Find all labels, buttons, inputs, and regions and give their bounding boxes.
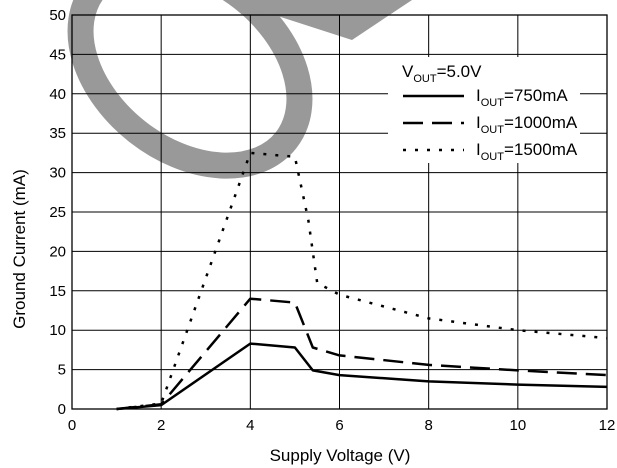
legend-label-sub-0: OUT — [481, 97, 505, 109]
y-tick-label-3: 15 — [49, 283, 66, 300]
legend-label-sub-2: OUT — [481, 151, 505, 163]
plot-frame — [71, 14, 608, 410]
legend-title-main: V — [402, 62, 414, 81]
x-axis-label: Supply Voltage (V) — [270, 446, 411, 465]
y-tick-label-10: 50 — [49, 7, 66, 24]
legend: VOUT=5.0V IOUT=750mAIOUT=1000mAIOUT=1500… — [388, 57, 580, 163]
y-tick-label-8: 40 — [49, 86, 66, 103]
legend-label-1: IOUT=1000mA — [476, 113, 578, 136]
x-tick-label-1: 2 — [157, 417, 165, 434]
legend-label-2: IOUT=1500mA — [476, 140, 578, 163]
legend-title: VOUT=5.0V — [402, 62, 482, 85]
y-tick-label-7: 35 — [49, 125, 66, 142]
legend-title-rest: =5.0V — [437, 62, 483, 81]
y-tick-label-1: 5 — [58, 362, 66, 379]
legend-label-main-0: I — [476, 86, 481, 105]
legend-background — [388, 57, 580, 163]
y-tick-label-9: 45 — [49, 46, 66, 63]
x-tick-label-2: 4 — [246, 417, 254, 434]
x-tick-label-0: 0 — [68, 417, 76, 434]
y-tick-label-2: 10 — [49, 322, 66, 339]
legend-label-rest-2: =1500mA — [504, 140, 578, 159]
legend-label-sub-1: OUT — [481, 124, 505, 136]
x-tick-label-3: 6 — [335, 417, 343, 434]
y-tick-label-4: 20 — [49, 243, 66, 260]
series-line-1 — [116, 297, 608, 411]
legend-title-sub: OUT — [413, 73, 437, 85]
y-tick-label-6: 30 — [49, 165, 66, 182]
legend-label-main-1: I — [476, 113, 481, 132]
x-tick-label-6: 12 — [599, 417, 616, 434]
series-line-0 — [116, 342, 608, 411]
y-tick-labels: 0 5 10 15 20 25 30 35 40 45 50 — [49, 7, 66, 418]
y-tick-label-0: 0 — [58, 401, 66, 418]
legend-label-rest-1: =1000mA — [504, 113, 578, 132]
watermark-logo — [67, 0, 412, 179]
y-axis-label: Ground Current (mA) — [10, 169, 29, 329]
legend-label-rest-0: =750mA — [504, 86, 568, 105]
legend-label-main-2: I — [476, 140, 481, 159]
series-lines — [116, 151, 608, 411]
legend-label-0: IOUT=750mA — [476, 86, 568, 109]
x-tick-labels: 0 2 4 6 8 10 12 — [68, 417, 616, 434]
x-tick-label-4: 8 — [424, 417, 432, 434]
y-tick-label-5: 25 — [49, 204, 66, 221]
x-tick-label-5: 10 — [509, 417, 526, 434]
